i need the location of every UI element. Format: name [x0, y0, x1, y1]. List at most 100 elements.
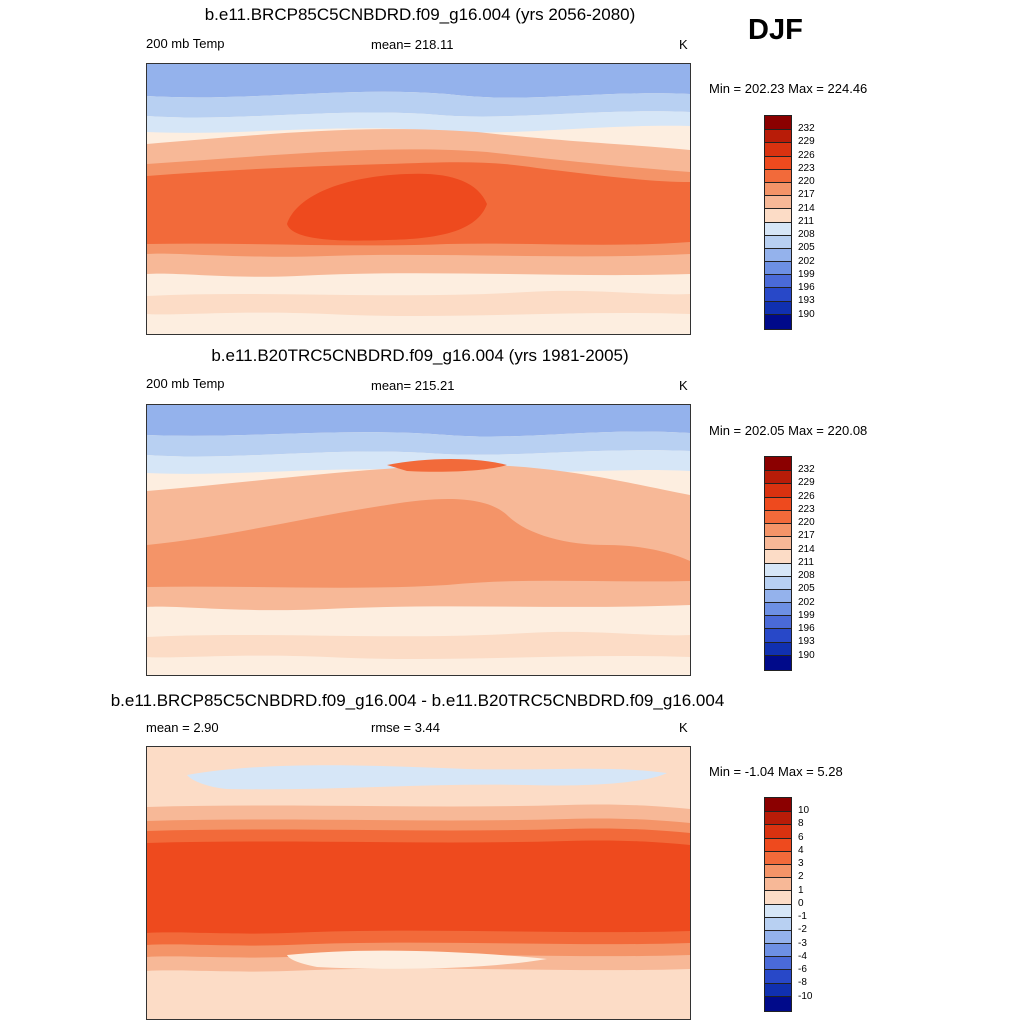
- mean-label: mean= 218.11: [371, 37, 454, 52]
- colorbar-swatch: [765, 248, 791, 263]
- colorbar-tick: 229: [798, 136, 815, 147]
- colorbar-swatch: [765, 116, 791, 131]
- colorbar-tick: -1: [798, 911, 807, 922]
- colorbar-tick: 208: [798, 229, 815, 240]
- colorbar: [764, 456, 792, 671]
- colorbar-tick: 220: [798, 176, 815, 187]
- colorbar-swatch: [765, 523, 791, 538]
- colorbar-tick: 196: [798, 282, 815, 293]
- colorbar-swatch: [765, 589, 791, 604]
- colorbar-swatch: [765, 917, 791, 931]
- colorbar-tick: 211: [798, 557, 814, 568]
- colorbar-swatch: [765, 825, 791, 839]
- variable-label: 200 mb Temp: [146, 376, 225, 391]
- map-difference: [146, 746, 691, 1020]
- colorbar-tick: 196: [798, 623, 815, 634]
- colorbar-tick: -6: [798, 964, 807, 975]
- colorbar-swatch: [765, 457, 791, 472]
- colorbar-tick: 2: [798, 871, 804, 882]
- season-label: DJF: [748, 14, 803, 46]
- colorbar-swatch: [765, 130, 791, 144]
- colorbar-swatch: [765, 510, 791, 524]
- rmse-label: rmse = 3.44: [371, 720, 441, 735]
- colorbar-swatch: [765, 812, 791, 826]
- colorbar-swatch: [765, 838, 791, 852]
- colorbar-tick: -4: [798, 951, 807, 962]
- colorbar-tick: -2: [798, 924, 807, 935]
- colorbar-tick: -8: [798, 977, 807, 988]
- colorbar-tick: 232: [798, 123, 815, 134]
- colorbar-swatch: [765, 196, 791, 210]
- minmax-label: Min = 202.05 Max = 220.08: [709, 423, 868, 438]
- colorbar-tick: 199: [798, 269, 815, 280]
- colorbar-tick: 217: [798, 189, 815, 200]
- colorbar-swatch: [765, 537, 791, 551]
- colorbar-tick: 199: [798, 610, 815, 621]
- colorbar-swatch: [765, 996, 791, 1011]
- colorbar-swatch: [765, 891, 791, 905]
- colorbar-tick: 223: [798, 504, 815, 515]
- colorbar-swatch: [765, 156, 791, 170]
- colorbar-tick: 193: [798, 636, 815, 647]
- colorbar-swatch: [765, 642, 791, 656]
- colorbar-swatch: [765, 904, 791, 918]
- colorbar-swatch: [765, 550, 791, 564]
- colorbar-swatch: [765, 143, 791, 157]
- colorbar-tick: 232: [798, 464, 815, 475]
- colorbar-swatch: [765, 288, 791, 302]
- colorbar-swatch: [765, 970, 791, 984]
- colorbar-swatch: [765, 314, 791, 329]
- colorbar-swatch: [765, 497, 791, 511]
- colorbar-tick: 229: [798, 477, 815, 488]
- colorbar-swatch: [765, 209, 791, 223]
- colorbar-swatch: [765, 484, 791, 498]
- colorbar-tick: 193: [798, 295, 815, 306]
- colorbar-tick: 211: [798, 216, 814, 227]
- colorbar-swatch: [765, 169, 791, 183]
- colorbar-tick: 3: [798, 858, 804, 869]
- colorbar-swatch: [765, 262, 791, 276]
- colorbar-tick: 226: [798, 150, 815, 161]
- colorbar-tick: 223: [798, 163, 815, 174]
- panel-title: b.e11.B20TRC5CNBDRD.f09_g16.004 (yrs 198…: [211, 346, 629, 365]
- colorbar-tick: 205: [798, 242, 815, 253]
- colorbar-tick: 202: [798, 256, 815, 267]
- colorbar-tick: 220: [798, 517, 815, 528]
- colorbar-tick: 4: [798, 845, 804, 856]
- colorbar-swatch: [765, 235, 791, 249]
- variable-label: 200 mb Temp: [146, 36, 225, 51]
- colorbar-swatch: [765, 182, 791, 197]
- colorbar-tick: 205: [798, 583, 815, 594]
- colorbar: [764, 115, 792, 330]
- units-label: K: [679, 720, 688, 735]
- colorbar-swatch: [765, 576, 791, 590]
- colorbar-swatch: [765, 798, 791, 813]
- map-historical: [146, 404, 691, 676]
- units-label: K: [679, 37, 688, 52]
- colorbar-tick: 6: [798, 832, 804, 843]
- colorbar-swatch: [765, 864, 791, 879]
- colorbar-tick: 10: [798, 805, 810, 816]
- mean-label: mean = 2.90: [146, 720, 219, 735]
- colorbar-swatch: [765, 222, 791, 236]
- colorbar-swatch: [765, 983, 791, 997]
- colorbar-swatch: [765, 301, 791, 315]
- colorbar-swatch: [765, 957, 791, 971]
- colorbar-tick: 190: [798, 650, 815, 661]
- minmax-label: Min = -1.04 Max = 5.28: [709, 764, 843, 779]
- colorbar-tick: 8: [798, 818, 804, 829]
- colorbar-tick: -10: [798, 991, 813, 1002]
- colorbar-tick: 217: [798, 530, 815, 541]
- colorbar: [764, 797, 792, 1012]
- map-future: [146, 63, 691, 335]
- minmax-label: Min = 202.23 Max = 224.46: [709, 81, 868, 96]
- colorbar-swatch: [765, 851, 791, 865]
- mean-label: mean= 215.21: [371, 378, 455, 393]
- colorbar-tick: 190: [798, 309, 815, 320]
- panel-title: b.e11.BRCP85C5CNBDRD.f09_g16.004 (yrs 20…: [204, 5, 636, 24]
- units-label: K: [679, 378, 688, 393]
- colorbar-swatch: [765, 275, 791, 289]
- colorbar-swatch: [765, 878, 791, 892]
- colorbar-swatch: [765, 629, 791, 643]
- colorbar-swatch: [765, 930, 791, 945]
